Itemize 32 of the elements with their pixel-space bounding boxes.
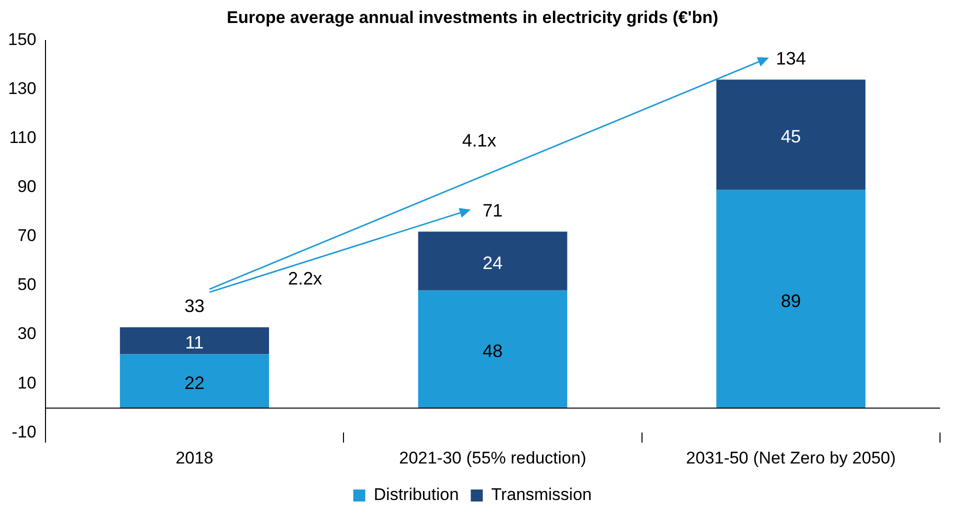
data-label: 24 <box>482 252 503 273</box>
total-label: 33 <box>184 296 204 316</box>
y-tick-label: 90 <box>17 177 36 196</box>
data-label: 89 <box>780 290 801 311</box>
x-tick-label: 2031-50 (Net Zero by 2050) <box>686 448 896 468</box>
bar <box>716 80 866 190</box>
legend-label: Distribution <box>374 485 459 504</box>
x-tick-label: 2018 <box>176 448 214 468</box>
y-tick-label: 30 <box>17 324 36 344</box>
data-label: 45 <box>780 126 801 147</box>
y-tick-label: -10 <box>12 422 36 442</box>
legend-label: Transmission <box>491 485 592 504</box>
data-label: 11 <box>185 332 204 353</box>
bar <box>120 327 270 354</box>
y-tick-label: 130 <box>8 79 36 98</box>
y-tick-label: 70 <box>17 226 36 246</box>
x-tick-label: 2021-30 (55% reduction) <box>399 448 586 468</box>
data-label: 22 <box>184 373 204 394</box>
annotation: 4.1x <box>462 130 496 150</box>
bar <box>120 354 270 408</box>
data-label: 48 <box>482 341 503 362</box>
y-tick-label: 150 <box>8 30 36 50</box>
y-tick-label: 10 <box>17 373 36 392</box>
y-tick-label: 50 <box>17 275 36 294</box>
bar <box>716 190 866 408</box>
y-tick-label: 110 <box>9 128 36 148</box>
bar <box>418 290 568 408</box>
annotation: 2.2x <box>288 268 322 288</box>
bar <box>418 232 568 290</box>
total-label: 71 <box>482 200 503 221</box>
total-label: 134 <box>776 48 806 69</box>
chart-title: Europe average annual investments in electricity grids (€'bn) <box>226 8 718 27</box>
